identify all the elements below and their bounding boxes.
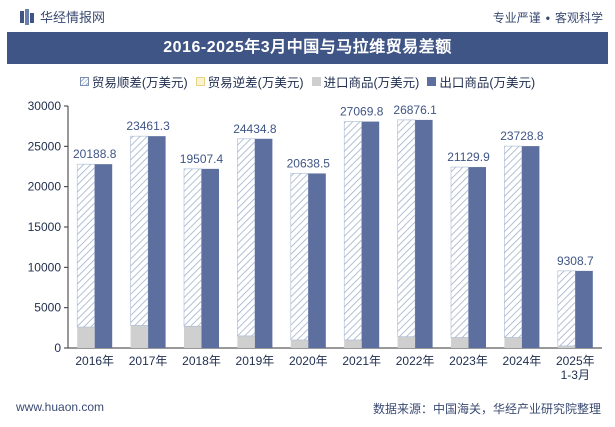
surplus-bar — [557, 270, 576, 347]
y-tick-label: 20000 — [28, 180, 62, 194]
legend-item-surplus: 贸易顺差(万美元) — [79, 72, 188, 91]
export-bar — [575, 270, 593, 348]
legend-swatch-export — [427, 77, 437, 86]
import-bar — [130, 325, 149, 348]
legend-swatch-deficit — [195, 77, 205, 86]
legend-item-deficit: 贸易逆差(万美元) — [195, 72, 304, 91]
surplus-data-label: 23728.8 — [500, 129, 544, 143]
surplus-bar — [130, 135, 149, 326]
x-tick-label: 2023年 — [449, 354, 488, 368]
surplus-bar — [183, 168, 202, 327]
surplus-bar — [290, 173, 309, 341]
brand-logo-icon — [20, 8, 34, 25]
footer-website: www.huaon.com — [16, 400, 105, 414]
x-tick-label: 2018年 — [182, 354, 221, 368]
y-tick-label: 30000 — [28, 99, 62, 113]
import-bar — [451, 337, 469, 348]
import-bar — [557, 345, 576, 348]
x-tick-label: 2016年 — [75, 354, 114, 368]
y-tick-label: 25000 — [28, 139, 62, 153]
export-bar — [308, 173, 326, 348]
legend-label-deficit: 贸易逆差(万美元) — [207, 76, 304, 90]
y-tick-label: 0 — [54, 341, 61, 355]
surplus-data-label: 21129.9 — [447, 150, 490, 164]
surplus-bar — [237, 138, 256, 337]
surplus-bar — [397, 119, 416, 338]
footer-source: 数据来源：中国海关，华经产业研究院整理 — [372, 402, 601, 416]
x-tick-label: 2021年 — [342, 354, 381, 368]
legend-item-import: 进口商品(万美元) — [311, 72, 420, 91]
brand-name: 华经情报网 — [40, 10, 106, 25]
export-bar — [201, 168, 219, 348]
import-bar — [397, 336, 416, 348]
legend-swatch-surplus — [79, 77, 89, 86]
x-tick-label: 2019年 — [236, 354, 275, 368]
brand: 华经情报网 — [20, 7, 105, 26]
legend-label-surplus: 贸易顺差(万美元) — [91, 76, 188, 90]
tagline: 专业严谨 • 客观科学 — [493, 9, 603, 26]
y-tick-label: 10000 — [28, 260, 62, 274]
separator-dot-icon: • — [545, 11, 550, 25]
legend-item-export: 出口商品(万美元) — [427, 72, 535, 91]
surplus-data-label: 27069.8 — [340, 105, 384, 119]
surplus-data-label: 20188.8 — [73, 147, 117, 161]
import-bar — [184, 326, 202, 348]
y-tick-label: 15000 — [28, 220, 62, 234]
export-bar — [94, 164, 113, 348]
legend-label-export: 出口商品(万美元) — [439, 76, 536, 90]
import-bar — [344, 339, 362, 348]
x-tick-label: 2020年 — [289, 354, 328, 368]
import-bar — [290, 339, 309, 348]
x-tick-label: 2025年 — [556, 354, 595, 368]
legend-swatch-import — [311, 77, 321, 86]
surplus-bar — [504, 145, 523, 338]
import-bar — [504, 337, 522, 348]
surplus-data-label: 19507.4 — [180, 152, 224, 166]
y-tick-label: 5000 — [34, 301, 61, 315]
bar-chart: 0 5000 10000 15000 20000 25000 30000 20188.8 201… — [28, 99, 602, 382]
import-bar — [77, 327, 95, 348]
chart-legend: 贸易顺差(万美元) 贸易逆差(万美元) 进口商品(万美元) 出口商品(万美元) — [0, 72, 615, 91]
surplus-data-label: 26876.1 — [393, 103, 437, 117]
chart-title: 2016-2025年3月中国与马拉维贸易差额 — [7, 32, 608, 64]
tagline-right: 客观科学 — [554, 11, 603, 25]
surplus-data-label: 9308.7 — [557, 254, 594, 268]
x-tick-label: 2024年 — [503, 354, 542, 368]
surplus-bar — [450, 166, 469, 338]
surplus-data-label: 23461.3 — [126, 119, 170, 133]
plot-area: 0 5000 10000 15000 20000 25000 30000 20188.8 201… — [28, 99, 602, 382]
legend-label-import: 进口商品(万美元) — [323, 76, 420, 90]
tagline-left: 专业严谨 — [492, 11, 541, 25]
export-bar — [468, 167, 486, 348]
surplus-data-label: 20638.5 — [287, 156, 331, 170]
top-bar: 华经情报网 专业严谨 • 客观科学 — [0, 0, 615, 32]
x-tick-label: 2022年 — [396, 354, 435, 368]
export-bar — [148, 136, 166, 348]
surplus-bar — [76, 163, 95, 328]
export-bar — [521, 146, 540, 348]
export-bar — [254, 138, 273, 348]
surplus-bar — [343, 121, 363, 341]
export-bar — [415, 119, 433, 348]
x-tick-label: 2017年 — [129, 354, 168, 368]
x-tick-label: 1-3月 — [561, 368, 590, 382]
export-bar — [361, 121, 380, 348]
surplus-data-label: 24434.8 — [233, 122, 277, 136]
import-bar — [237, 335, 255, 348]
